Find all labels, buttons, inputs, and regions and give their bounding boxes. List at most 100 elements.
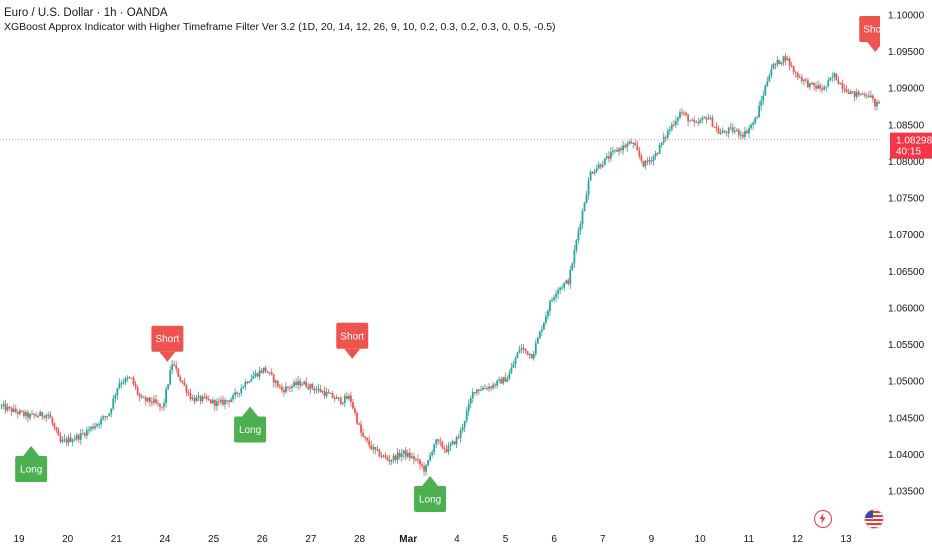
candle-body (402, 450, 405, 454)
signal-box (336, 322, 369, 349)
candle-body (520, 347, 523, 350)
candle-body (4, 404, 7, 411)
candle-body (719, 133, 722, 135)
candle-body (153, 399, 155, 403)
candle-body (555, 293, 557, 298)
candle-body (796, 72, 799, 78)
candle-body (55, 427, 58, 431)
candle-body (209, 399, 212, 404)
time-tick-label: 28 (354, 534, 366, 545)
candle-body (102, 416, 105, 419)
candle-body (10, 407, 13, 413)
candle-body (721, 130, 724, 134)
candle-body (6, 406, 9, 411)
candle-body (313, 388, 316, 391)
candle-body (699, 120, 702, 123)
candle-body (833, 73, 836, 77)
signal-marker-long[interactable] (234, 406, 267, 443)
price-tick-label: 1.04000 (888, 450, 925, 461)
candle-body (486, 388, 488, 390)
candle-body (829, 78, 832, 81)
time-tick-label: 24 (159, 534, 171, 545)
signal-marker-short[interactable] (859, 15, 880, 52)
candle-body (461, 427, 464, 431)
candle-body (120, 383, 123, 385)
candle-body (224, 400, 226, 405)
candles (0, 53, 880, 477)
candle-body (666, 130, 669, 138)
candle-body (335, 397, 338, 399)
price-chart[interactable]: Long Short Long Short Long Short (0, 0, 880, 525)
candle-body (746, 130, 748, 134)
time-axis[interactable]: 1920212425262728Mar45679101112131416 (0, 525, 880, 550)
candle-body (303, 381, 306, 385)
time-tick-label: 27 (305, 534, 317, 545)
candle-body (201, 396, 204, 402)
candle-body (321, 391, 324, 393)
candle-body (112, 398, 115, 409)
candle-body (260, 370, 263, 373)
candle-body (412, 456, 415, 460)
time-tick-label: 13 (840, 534, 852, 545)
candle-body (819, 85, 822, 89)
candle-body (807, 80, 809, 88)
candle-body (360, 424, 362, 433)
candle-body (811, 82, 813, 84)
candle-body (500, 379, 503, 384)
candle-body (451, 441, 454, 445)
candle-body (768, 75, 771, 82)
candle-body (658, 145, 661, 154)
signal-label: Short (155, 334, 179, 345)
candle-body (252, 376, 255, 379)
candle-body (122, 382, 125, 384)
candle-body (869, 95, 872, 98)
signal-marker-short[interactable] (336, 322, 369, 359)
candle-body (530, 353, 533, 359)
signal-pointer (23, 445, 40, 456)
candle-body (654, 153, 657, 157)
price-tick-label: 1.05500 (888, 340, 925, 351)
signal-marker-short[interactable] (151, 325, 184, 362)
candle-body (640, 155, 643, 161)
indicator-title[interactable]: XGBoost Approx Indicator with Higher Tim… (4, 21, 556, 33)
candle-body (274, 380, 277, 383)
candle-body (634, 143, 637, 146)
candle-body (737, 129, 740, 136)
candle-body (465, 411, 468, 421)
candle-body (561, 287, 564, 289)
price-axis[interactable]: 1.10000 1.09500 1.09000 1.08500 1.08000 1.075… (880, 0, 932, 525)
candle-body (423, 465, 425, 472)
candle-body (687, 115, 689, 122)
candle-body (571, 263, 574, 270)
candle-countdown: 40:15 (896, 147, 921, 158)
candle-body (378, 449, 381, 457)
candle-body (307, 387, 310, 389)
candle-body (358, 423, 360, 425)
signal-label: Long (239, 425, 261, 436)
symbol-title[interactable]: Euro / U.S. Dollar · 1h · OANDA (4, 7, 168, 19)
price-tick-label: 1.04500 (888, 413, 925, 424)
candle-body (693, 119, 696, 123)
candle-body (473, 392, 476, 394)
signal-marker-long[interactable] (15, 445, 48, 482)
candle-body (311, 383, 314, 389)
time-tick-label: 19 (13, 534, 25, 545)
candle-body (788, 58, 791, 66)
candle-body (675, 120, 677, 126)
candle-body (573, 249, 576, 264)
candle-body (843, 88, 846, 90)
candle-body (254, 373, 257, 377)
candle-body (372, 447, 375, 450)
us-flag-icon[interactable] (864, 509, 884, 529)
candle-body (295, 382, 297, 385)
flash-circle-icon[interactable] (814, 510, 832, 528)
candle-body (567, 280, 570, 285)
signal-marker-long[interactable] (414, 476, 447, 513)
candle-body (110, 408, 113, 414)
price-tick-label: 1.03500 (888, 487, 925, 498)
candle-body (195, 397, 198, 402)
candle-body (244, 382, 247, 387)
candle-body (624, 145, 627, 148)
time-tick-label: 12 (792, 534, 804, 545)
candle-body (183, 382, 186, 386)
